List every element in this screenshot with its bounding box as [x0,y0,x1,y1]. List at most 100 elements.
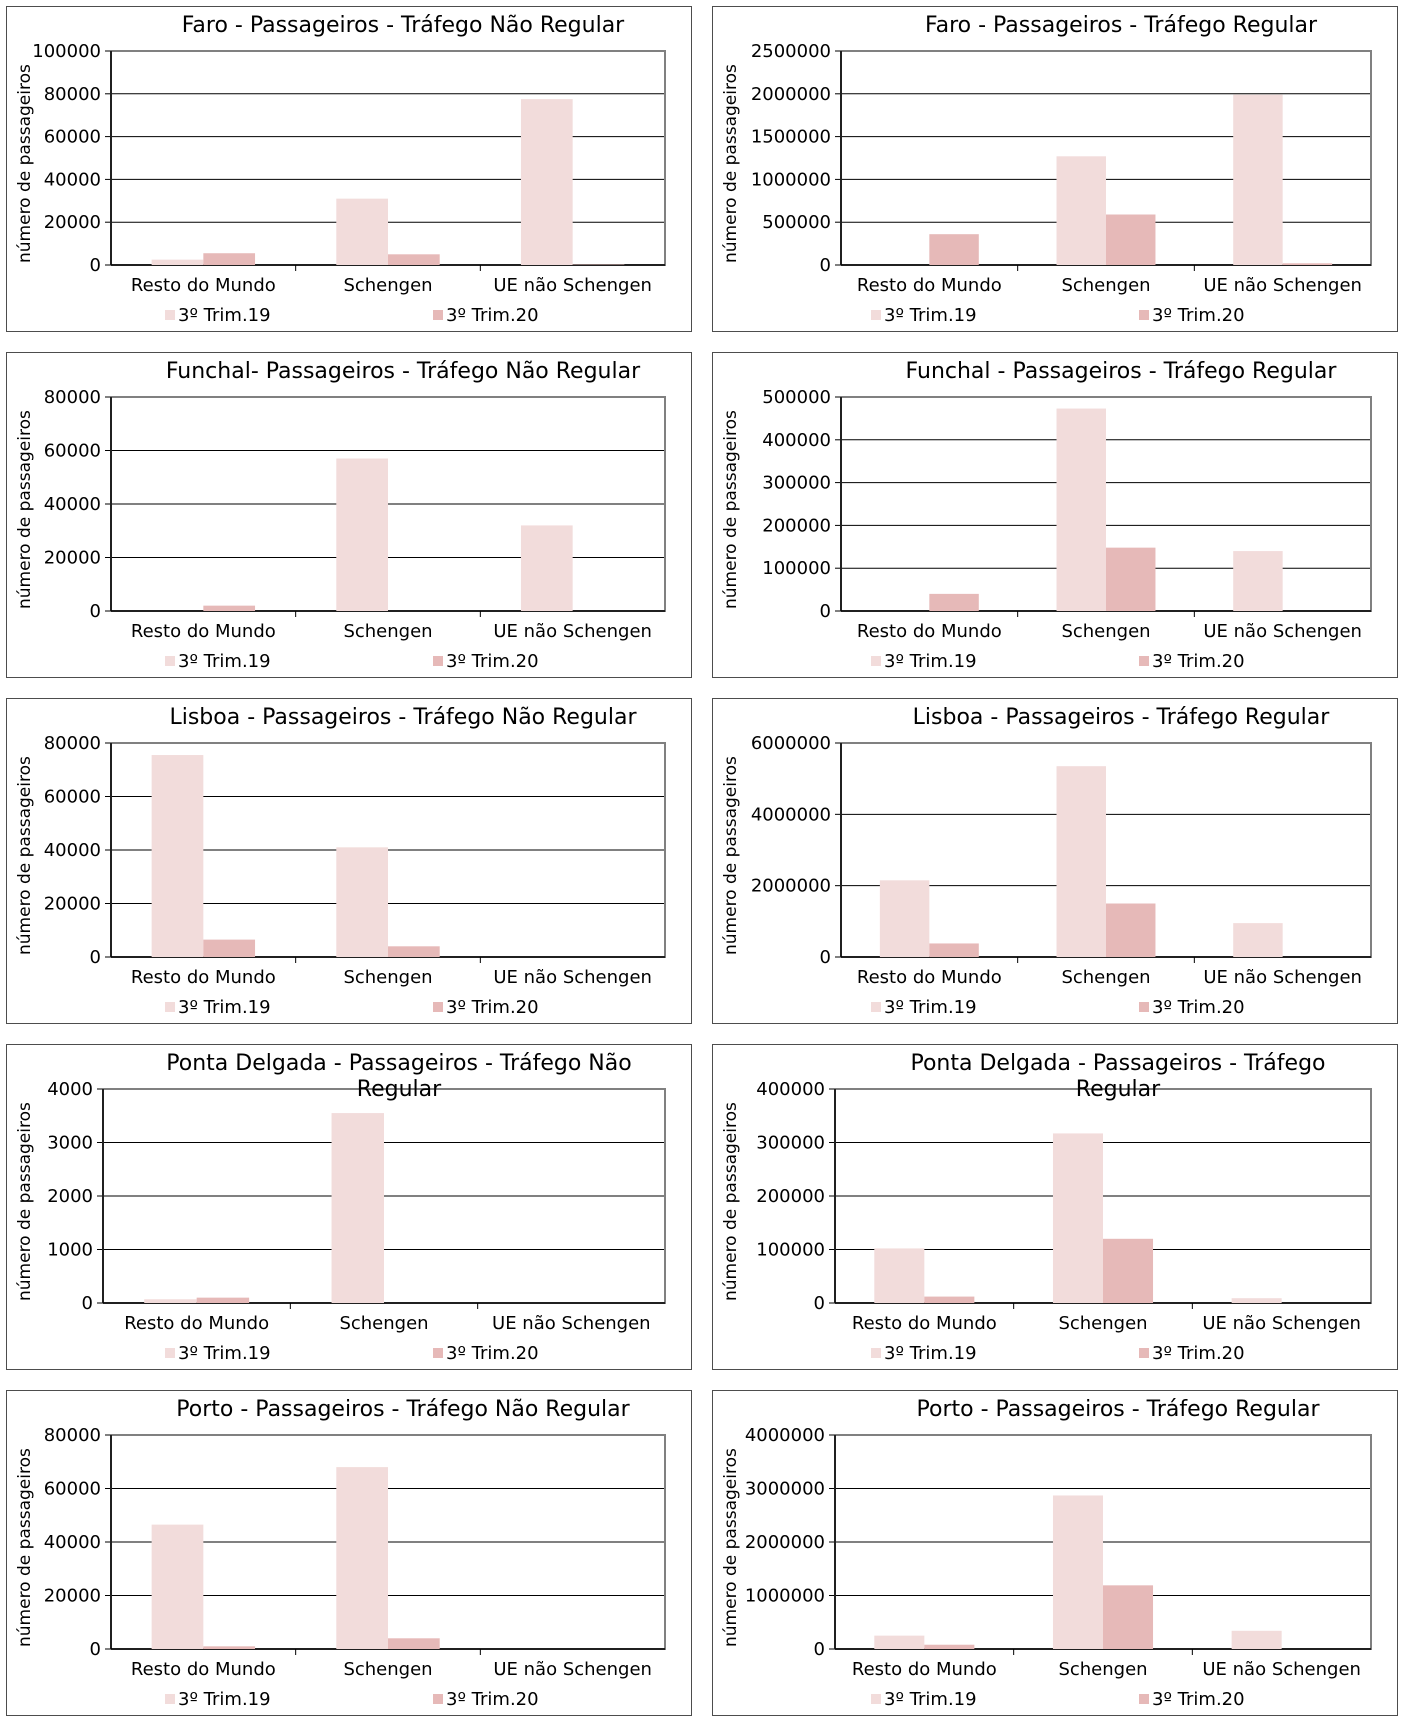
x-tick-label: Resto do Mundo [857,275,1002,296]
x-tick-label: Resto do Mundo [852,1313,997,1334]
legend-label: 3º Trim.20 [1152,1689,1245,1710]
legend-label: 3º Trim.19 [178,651,271,672]
x-tick-label: Resto do Mundo [857,621,1002,642]
chart-title: Porto - Passageiros - Tráfego Não Regula… [141,1397,665,1423]
legend-swatch [165,1348,175,1358]
legend-item: 3º Trim.20 [433,305,539,326]
y-tick-label: 0 [90,947,101,968]
bar [1106,904,1155,958]
y-tick-label: 0 [820,255,831,276]
y-tick-label: 20000 [44,894,101,915]
bar [336,847,388,957]
y-tick-label: 1500000 [751,127,831,148]
y-tick-label: 1000000 [745,1586,825,1607]
bar [152,260,204,265]
legend-swatch [165,656,175,666]
y-tick-label: 100000 [756,1240,825,1261]
legend-label: 3º Trim.19 [884,651,977,672]
legend: 3º Trim.19 3º Trim.20 [7,305,693,327]
legend-item: 3º Trim.20 [1139,997,1245,1018]
legend-label: 3º Trim.20 [446,651,539,672]
x-tick-label: UE não Schengen [493,1659,652,1680]
bar [388,946,440,957]
bar [1232,1298,1282,1303]
bar [874,1636,924,1649]
y-tick-label: 300000 [756,1133,825,1154]
y-tick-label: 0 [814,1639,825,1660]
legend-swatch [433,1694,443,1704]
legend-swatch [433,1002,443,1012]
y-tick-label: 4000000 [745,1425,825,1446]
legend-swatch [165,310,175,320]
legend-item: 3º Trim.20 [433,1689,539,1710]
legend-item: 3º Trim.19 [165,305,271,326]
y-tick-label: 0 [90,601,101,622]
legend-item: 3º Trim.20 [1139,1689,1245,1710]
legend-label: 3º Trim.19 [178,1343,271,1364]
y-tick-label: 200000 [756,1186,825,1207]
bar [144,1299,196,1303]
legend-item: 3º Trim.19 [165,997,271,1018]
chart-title: Lisboa - Passageiros - Tráfego Não Regul… [141,705,665,731]
legend-item: 3º Trim.20 [1139,1343,1245,1364]
y-tick-label: 40000 [44,1532,101,1553]
legend-swatch [1139,310,1149,320]
legend-label: 3º Trim.19 [884,1689,977,1710]
legend-swatch [871,1348,881,1358]
legend-swatch [871,1002,881,1012]
x-tick-label: UE não Schengen [1203,621,1362,642]
bar [1057,156,1106,265]
bar [1106,214,1155,265]
bar [152,1525,204,1649]
legend: 3º Trim.19 3º Trim.20 [7,1343,693,1365]
y-tick-label: 0 [82,1293,93,1314]
y-axis-label: número de passageiros [721,64,741,263]
legend-swatch [433,310,443,320]
y-tick-label: 60000 [44,127,101,148]
x-tick-label: Schengen [339,1313,428,1334]
y-tick-label: 2000000 [751,84,831,105]
y-tick-label: 40000 [44,840,101,861]
bar [929,594,978,611]
legend-label: 3º Trim.20 [1152,1343,1245,1364]
y-tick-label: 20000 [44,1586,101,1607]
legend-item: 3º Trim.19 [165,651,271,672]
y-tick-label: 80000 [44,387,101,408]
x-tick-label: Schengen [1061,621,1150,642]
y-tick-label: 80000 [44,733,101,754]
x-tick-label: UE não Schengen [493,621,652,642]
bar [336,1467,388,1649]
chart-title: Lisboa - Passageiros - Tráfego Regular [871,705,1371,731]
legend-swatch [165,1694,175,1704]
chart-title: Funchal- Passageiros - Tráfego Não Regul… [141,359,665,385]
legend: 3º Trim.19 3º Trim.20 [713,1343,1399,1365]
y-tick-label: 2500000 [751,41,831,62]
legend-label: 3º Trim.20 [446,305,539,326]
bar [1057,766,1106,957]
legend-label: 3º Trim.20 [446,997,539,1018]
bar [1233,923,1282,957]
y-axis-label: número de passageiros [721,756,741,955]
legend-swatch [1139,1348,1149,1358]
bar [1232,1631,1282,1649]
legend-label: 3º Trim.19 [178,305,271,326]
legend-label: 3º Trim.19 [884,1343,977,1364]
y-tick-label: 1000000 [751,169,831,190]
legend-label: 3º Trim.20 [1152,997,1245,1018]
y-axis-label: número de passageiros [15,64,35,263]
legend-item: 3º Trim.20 [433,1343,539,1364]
bar [1053,1133,1103,1303]
y-axis-label: número de passageiros [15,756,35,955]
y-tick-label: 20000 [44,212,101,233]
legend-item: 3º Trim.19 [871,1689,977,1710]
legend-item: 3º Trim.19 [165,1689,271,1710]
